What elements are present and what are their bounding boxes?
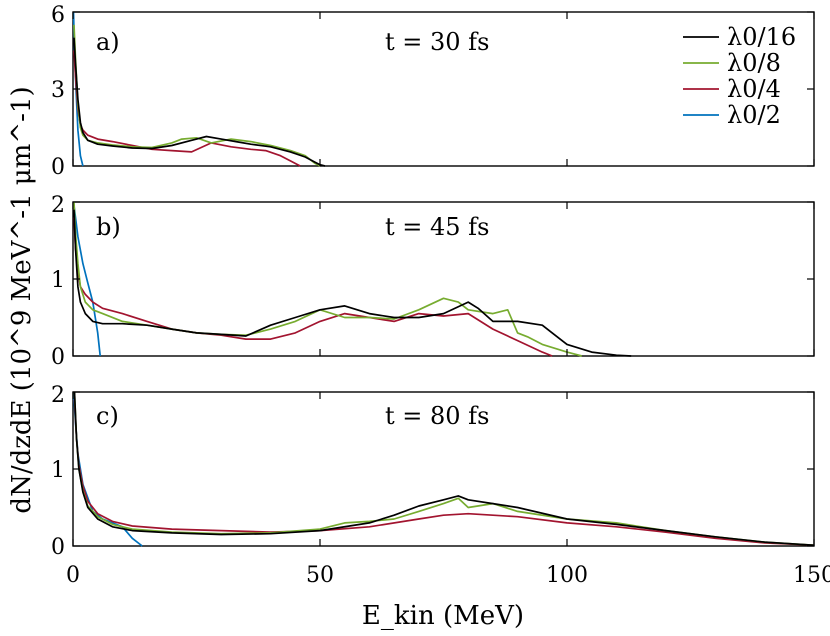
panel-c: 0 1 2 0 50 100 150 c) t = 80 fs (51, 383, 830, 588)
legend-label-lambda8: λ0/8 (727, 49, 781, 77)
series-line-panel-b-2 (73, 201, 583, 357)
legend: λ0/16 λ0/8 λ0/4 λ0/2 (683, 23, 796, 129)
y-tick-label-panel-b-2: 2 (51, 193, 65, 218)
x-tick-label-3: 150 (793, 563, 830, 588)
legend-label-lambda2: λ0/2 (727, 101, 781, 129)
y-tick-label-panel-a-0: 0 (51, 155, 65, 180)
panel-a-time: t = 30 fs (385, 28, 489, 56)
panel-a-series (72, 11, 326, 167)
panel-b-series (72, 201, 632, 357)
panel-a-label: a) (96, 28, 120, 56)
panel-c-ticks: 0 1 2 0 50 100 150 (51, 383, 830, 588)
y-tick-label-panel-b-0: 0 (51, 345, 65, 370)
y-tick-label-panel-a-1: 3 (51, 78, 65, 103)
series-line-panel-c-1 (73, 391, 815, 547)
series-line-panel-b-4 (72, 201, 102, 357)
series-line-panel-c-2 (73, 391, 815, 547)
series-line-panel-b-1 (73, 209, 632, 357)
panel-b: 0 1 2 b) t = 45 fs (51, 193, 815, 370)
legend-label-lambda4: λ0/4 (727, 75, 781, 103)
series-line-panel-a-2 (73, 24, 321, 167)
panel-c-time: t = 80 fs (385, 402, 489, 430)
series-line-panel-a-1 (73, 37, 326, 167)
x-tick-label-0: 0 (66, 563, 80, 588)
panel-c-label: c) (96, 402, 119, 430)
panel-a: 0 3 6 a) t = 30 fs (51, 3, 815, 180)
panel-a-ticks: 0 3 6 (51, 3, 815, 180)
series-line-panel-c-3 (73, 399, 815, 547)
y-tick-label-panel-a-2: 6 (51, 3, 65, 28)
x-tick-label-2: 100 (546, 563, 588, 588)
y-tick-label-panel-b-1: 1 (51, 268, 65, 293)
x-tick-label-1: 50 (306, 563, 334, 588)
panel-b-ticks: 0 1 2 (51, 193, 815, 370)
series-line-panel-b-3 (73, 217, 553, 357)
series-line-panel-a-3 (73, 50, 301, 167)
panel-b-label: b) (96, 213, 121, 241)
panel-c-series (72, 391, 815, 547)
y-tick-label-panel-c-2: 2 (51, 383, 65, 408)
y-tick-label-panel-c-0: 0 (51, 535, 65, 560)
legend-label-lambda16: λ0/16 (727, 23, 796, 51)
y-axis-title: dN/dzdE (10^9 MeV^-1 μm^-1) (7, 86, 37, 513)
x-axis-title: E_kin (MeV) (362, 601, 524, 631)
panel-b-time: t = 45 fs (385, 213, 489, 241)
y-tick-label-panel-c-1: 1 (51, 458, 65, 483)
